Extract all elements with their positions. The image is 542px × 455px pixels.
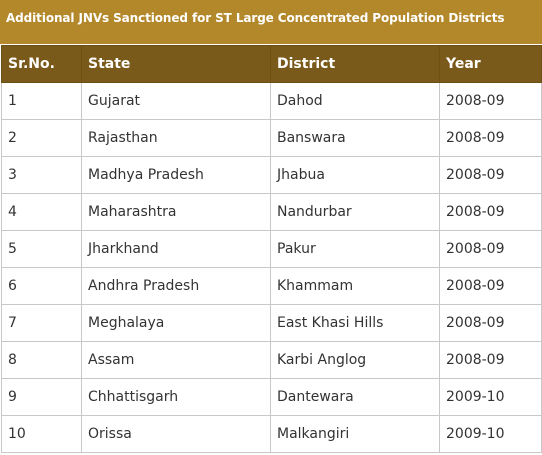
cell-state: Gujarat (81, 82, 271, 120)
cell-state: Jharkhand (81, 230, 271, 268)
cell-sr-no: 6 (1, 267, 82, 305)
cell-sr-no: 5 (1, 230, 82, 268)
cell-district: Khammam (270, 267, 440, 305)
cell-district: Nandurbar (270, 193, 440, 231)
table-row: 4 Maharashtra Nandurbar 2008-09 (1, 193, 542, 231)
cell-district: Dantewara (270, 378, 440, 416)
cell-sr-no: 4 (1, 193, 82, 231)
cell-district: Dahod (270, 82, 440, 120)
cell-district: East Khasi Hills (270, 304, 440, 342)
cell-year: 2008-09 (439, 119, 542, 157)
header-state: State (81, 45, 271, 83)
cell-state: Meghalaya (81, 304, 271, 342)
cell-year: 2009-10 (439, 415, 542, 453)
cell-year: 2008-09 (439, 82, 542, 120)
cell-year: 2008-09 (439, 156, 542, 194)
cell-state: Rajasthan (81, 119, 271, 157)
cell-state: Orissa (81, 415, 271, 453)
cell-district: Malkangiri (270, 415, 440, 453)
table-header-row: Sr.No. State District Year (1, 45, 542, 83)
jnv-table: Sr.No. State District Year 1 Gujarat Dah… (1, 45, 542, 453)
table-row: 5 Jharkhand Pakur 2008-09 (1, 230, 542, 268)
cell-sr-no: 1 (1, 82, 82, 120)
cell-sr-no: 3 (1, 156, 82, 194)
cell-state: Madhya Pradesh (81, 156, 271, 194)
table-row: 9 Chhattisgarh Dantewara 2009-10 (1, 378, 542, 416)
cell-state: Chhattisgarh (81, 378, 271, 416)
cell-year: 2009-10 (439, 378, 542, 416)
cell-sr-no: 7 (1, 304, 82, 342)
cell-district: Pakur (270, 230, 440, 268)
table-row: 10 Orissa Malkangiri 2009-10 (1, 415, 542, 453)
cell-year: 2008-09 (439, 341, 542, 379)
cell-state: Andhra Pradesh (81, 267, 271, 305)
table-row: 6 Andhra Pradesh Khammam 2008-09 (1, 267, 542, 305)
cell-state: Assam (81, 341, 271, 379)
cell-sr-no: 2 (1, 119, 82, 157)
cell-district: Karbi Anglog (270, 341, 440, 379)
header-district: District (270, 45, 440, 83)
cell-year: 2008-09 (439, 193, 542, 231)
cell-sr-no: 10 (1, 415, 82, 453)
cell-district: Jhabua (270, 156, 440, 194)
cell-year: 2008-09 (439, 267, 542, 305)
table-row: 8 Assam Karbi Anglog 2008-09 (1, 341, 542, 379)
cell-year: 2008-09 (439, 304, 542, 342)
table-caption: Additional JNVs Sanctioned for ST Large … (0, 0, 542, 44)
cell-sr-no: 9 (1, 378, 82, 416)
cell-year: 2008-09 (439, 230, 542, 268)
header-sr-no: Sr.No. (1, 45, 82, 83)
table-row: 7 Meghalaya East Khasi Hills 2008-09 (1, 304, 542, 342)
header-year: Year (439, 45, 542, 83)
cell-sr-no: 8 (1, 341, 82, 379)
cell-district: Banswara (270, 119, 440, 157)
cell-state: Maharashtra (81, 193, 271, 231)
table-row: 2 Rajasthan Banswara 2008-09 (1, 119, 542, 157)
table-row: 3 Madhya Pradesh Jhabua 2008-09 (1, 156, 542, 194)
table-row: 1 Gujarat Dahod 2008-09 (1, 82, 542, 120)
